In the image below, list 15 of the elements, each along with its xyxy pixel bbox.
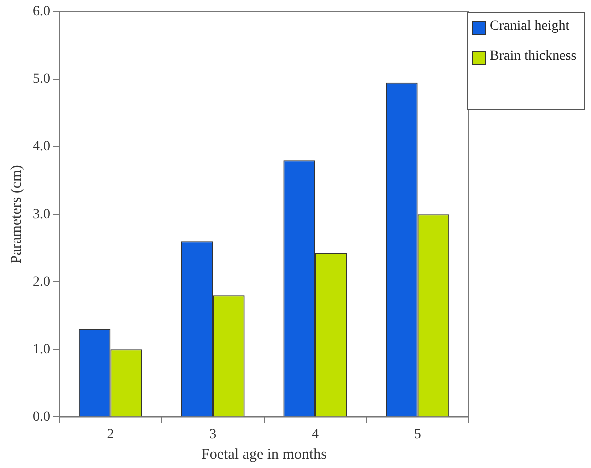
y-tick-label: 2.0 bbox=[33, 274, 50, 290]
y-tick-label: 5.0 bbox=[33, 72, 50, 88]
x-tick-label: 3 bbox=[210, 427, 217, 442]
legend-label: Cranial height bbox=[490, 19, 570, 35]
y-axis-title: Parameters (cm) bbox=[8, 165, 25, 264]
y-tick-label: 4.0 bbox=[33, 140, 50, 155]
y-tick-label: 3.0 bbox=[33, 207, 50, 222]
legend-label: Brain thickness bbox=[490, 49, 577, 65]
x-axis-title: Foetal age in months bbox=[202, 446, 328, 463]
x-tick-label: 5 bbox=[414, 427, 422, 442]
y-tick-label: 1.0 bbox=[33, 342, 50, 358]
x-tick-label: 4 bbox=[312, 427, 319, 442]
x-tick-label: 2 bbox=[107, 427, 114, 442]
y-tick-label: 6.0 bbox=[33, 4, 50, 20]
y-tick-label: 0.0 bbox=[33, 410, 50, 425]
